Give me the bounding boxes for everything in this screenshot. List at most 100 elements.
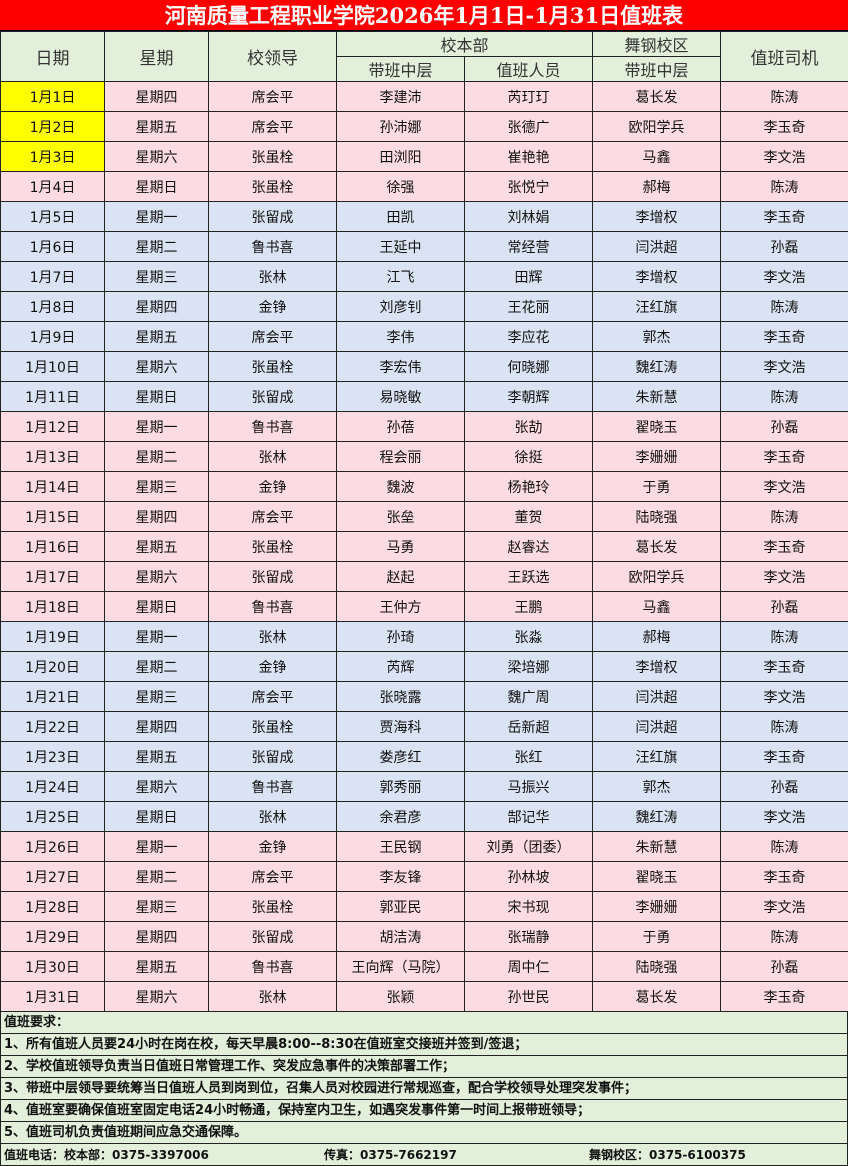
header-main-campus: 校本部 — [337, 32, 593, 57]
cell-date: 1月15日 — [1, 502, 105, 532]
table-row: 1月13日星期二张林程会丽徐挺李姗姗李玉奇 — [1, 442, 848, 472]
cell-leader: 张留成 — [209, 382, 337, 412]
cell-main-staff: 王花丽 — [465, 292, 593, 322]
cell-weekday: 星期二 — [105, 232, 209, 262]
cell-wugang-mid: 郭杰 — [593, 772, 721, 802]
cell-leader: 张林 — [209, 802, 337, 832]
header-main-mid: 带班中层 — [337, 57, 465, 82]
header-driver: 值班司机 — [721, 32, 848, 82]
cell-weekday: 星期五 — [105, 322, 209, 352]
cell-main-mid: 刘彦钊 — [337, 292, 465, 322]
cell-driver: 李玉奇 — [721, 202, 848, 232]
cell-date: 1月18日 — [1, 592, 105, 622]
cell-main-staff: 刘林娟 — [465, 202, 593, 232]
cell-main-mid: 李宏伟 — [337, 352, 465, 382]
cell-driver: 陈涛 — [721, 82, 848, 112]
table-row: 1月30日星期五鲁书喜王向辉（马院）周中仁陆晓强孙磊 — [1, 952, 848, 982]
cell-main-staff: 岳新超 — [465, 712, 593, 742]
wugang-phone: 舞钢校区：0375-6100375 — [589, 1144, 746, 1165]
cell-date: 1月13日 — [1, 442, 105, 472]
cell-wugang-mid: 郝梅 — [593, 172, 721, 202]
table-row: 1月4日星期日张虽栓徐强张悦宁郝梅陈涛 — [1, 172, 848, 202]
note-item: 4、值班室要确保值班室固定电话24小时畅通，保持室内卫生，如遇突发事件第一时间上… — [0, 1100, 848, 1122]
table-row: 1月8日星期四金铮刘彦钊王花丽汪红旗陈涛 — [1, 292, 848, 322]
cell-driver: 李文浩 — [721, 682, 848, 712]
cell-leader: 张留成 — [209, 742, 337, 772]
cell-wugang-mid: 郭杰 — [593, 322, 721, 352]
cell-leader: 席会平 — [209, 322, 337, 352]
cell-date: 1月30日 — [1, 952, 105, 982]
table-row: 1月17日星期六张留成赵起王跃选欧阳学兵李文浩 — [1, 562, 848, 592]
cell-wugang-mid: 闫洪超 — [593, 712, 721, 742]
table-row: 1月18日星期日鲁书喜王仲方王鹏马鑫孙磊 — [1, 592, 848, 622]
cell-date: 1月17日 — [1, 562, 105, 592]
cell-driver: 李文浩 — [721, 892, 848, 922]
cell-date: 1月12日 — [1, 412, 105, 442]
table-row: 1月9日星期五席会平李伟李应花郭杰李玉奇 — [1, 322, 848, 352]
cell-driver: 李文浩 — [721, 562, 848, 592]
cell-main-mid: 孙沛娜 — [337, 112, 465, 142]
cell-main-staff: 梁培娜 — [465, 652, 593, 682]
cell-main-staff: 宋书现 — [465, 892, 593, 922]
cell-driver: 李玉奇 — [721, 742, 848, 772]
cell-leader: 张虽栓 — [209, 532, 337, 562]
cell-weekday: 星期日 — [105, 382, 209, 412]
cell-main-staff: 张瑞静 — [465, 922, 593, 952]
cell-main-mid: 张垒 — [337, 502, 465, 532]
cell-main-mid: 娄彦红 — [337, 742, 465, 772]
cell-main-mid: 田浏阳 — [337, 142, 465, 172]
cell-main-mid: 孙蓓 — [337, 412, 465, 442]
cell-wugang-mid: 欧阳学兵 — [593, 112, 721, 142]
cell-leader: 鲁书喜 — [209, 592, 337, 622]
cell-driver: 李玉奇 — [721, 862, 848, 892]
cell-weekday: 星期二 — [105, 652, 209, 682]
cell-wugang-mid: 魏红涛 — [593, 352, 721, 382]
cell-driver: 孙磊 — [721, 232, 848, 262]
cell-wugang-mid: 闫洪超 — [593, 682, 721, 712]
header-leader: 校领导 — [209, 32, 337, 82]
cell-main-mid: 田凯 — [337, 202, 465, 232]
cell-wugang-mid: 于勇 — [593, 922, 721, 952]
cell-date: 1月1日 — [1, 82, 105, 112]
cell-date: 1月7日 — [1, 262, 105, 292]
cell-main-mid: 徐强 — [337, 172, 465, 202]
cell-leader: 张林 — [209, 982, 337, 1012]
table-row: 1月1日星期四席会平李建沛芮玎玎葛长发陈涛 — [1, 82, 848, 112]
cell-main-staff: 何晓娜 — [465, 352, 593, 382]
table-row: 1月27日星期二席会平李友锋孙林坡翟晓玉李玉奇 — [1, 862, 848, 892]
cell-driver: 陈涛 — [721, 292, 848, 322]
cell-driver: 李文浩 — [721, 142, 848, 172]
cell-date: 1月16日 — [1, 532, 105, 562]
cell-leader: 张虽栓 — [209, 712, 337, 742]
cell-weekday: 星期三 — [105, 262, 209, 292]
cell-wugang-mid: 葛长发 — [593, 982, 721, 1012]
table-row: 1月21日星期三席会平张晓露魏广周闫洪超李文浩 — [1, 682, 848, 712]
cell-weekday: 星期五 — [105, 112, 209, 142]
cell-main-mid: 魏波 — [337, 472, 465, 502]
cell-date: 1月21日 — [1, 682, 105, 712]
cell-leader: 鲁书喜 — [209, 952, 337, 982]
cell-wugang-mid: 李姗姗 — [593, 892, 721, 922]
cell-weekday: 星期六 — [105, 142, 209, 172]
cell-driver: 陈涛 — [721, 922, 848, 952]
cell-main-mid: 王仲方 — [337, 592, 465, 622]
cell-main-staff: 郜记华 — [465, 802, 593, 832]
table-row: 1月7日星期三张林江飞田辉李增权李文浩 — [1, 262, 848, 292]
cell-weekday: 星期一 — [105, 202, 209, 232]
cell-leader: 张留成 — [209, 562, 337, 592]
cell-date: 1月19日 — [1, 622, 105, 652]
cell-leader: 张虽栓 — [209, 892, 337, 922]
table-row: 1月3日星期六张虽栓田浏阳崔艳艳马鑫李文浩 — [1, 142, 848, 172]
cell-driver: 李文浩 — [721, 802, 848, 832]
cell-weekday: 星期三 — [105, 682, 209, 712]
cell-wugang-mid: 翟晓玉 — [593, 412, 721, 442]
cell-main-staff: 张红 — [465, 742, 593, 772]
cell-wugang-mid: 朱新慧 — [593, 382, 721, 412]
cell-leader: 金铮 — [209, 652, 337, 682]
duty-phone: 值班电话：校本部：0375-3397006 — [4, 1144, 324, 1165]
cell-date: 1月9日 — [1, 322, 105, 352]
cell-main-staff: 王跃选 — [465, 562, 593, 592]
cell-driver: 陈涛 — [721, 382, 848, 412]
cell-driver: 陈涛 — [721, 502, 848, 532]
cell-wugang-mid: 马鑫 — [593, 592, 721, 622]
